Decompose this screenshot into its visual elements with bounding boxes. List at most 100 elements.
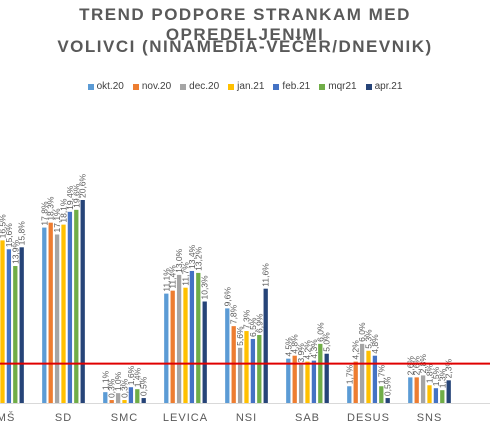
bar xyxy=(433,388,439,403)
bar xyxy=(141,398,146,403)
data-label: 13,2% xyxy=(193,246,203,271)
data-label: 1,0% xyxy=(113,371,123,391)
bar xyxy=(67,211,73,403)
data-label: 1,1% xyxy=(100,370,110,390)
bar xyxy=(359,343,365,403)
data-label: 0,5% xyxy=(139,376,149,396)
bar xyxy=(250,338,256,403)
bar xyxy=(164,293,169,403)
data-label: 4,3% xyxy=(309,339,319,359)
data-label: 13,0% xyxy=(174,248,184,273)
data-label: 5,0% xyxy=(322,332,332,352)
bar xyxy=(366,350,371,403)
bar xyxy=(408,377,413,403)
bar xyxy=(257,335,262,403)
bar xyxy=(263,288,268,403)
bar xyxy=(176,274,182,403)
data-label: 4,2% xyxy=(351,340,361,360)
bar xyxy=(379,386,384,403)
bar xyxy=(324,353,329,403)
bar xyxy=(318,343,323,403)
bar xyxy=(225,308,230,403)
bar xyxy=(19,247,24,403)
data-label: 16,5% xyxy=(0,214,8,239)
chart-subtitle: VOLIVCI (NINAMEDIA-VEČER/DNEVNIK) xyxy=(57,37,433,56)
legend-label: apr.21 xyxy=(374,81,403,92)
data-label: 11,7% xyxy=(181,262,191,286)
data-label: 1,3% xyxy=(437,368,447,388)
bar xyxy=(54,234,60,403)
legend-label: okt.20 xyxy=(96,81,124,92)
data-label: 0,3% xyxy=(107,378,117,398)
data-label: 19,6% xyxy=(71,183,81,208)
data-label: 1,5% xyxy=(431,366,441,386)
bar xyxy=(298,364,304,403)
data-label: 4,8% xyxy=(290,334,300,354)
data-label: 6,0% xyxy=(357,322,367,342)
legend-item: feb.21 xyxy=(273,81,310,92)
data-label: 2,3% xyxy=(444,359,454,379)
bar xyxy=(427,385,432,403)
legend-swatch xyxy=(180,83,187,90)
bar xyxy=(48,222,53,403)
legend-item: jan.21 xyxy=(228,81,264,92)
bar xyxy=(103,392,108,403)
bar xyxy=(244,331,249,403)
legend-swatch xyxy=(365,83,372,90)
data-label: 1,4% xyxy=(132,367,142,387)
data-label: 4,5% xyxy=(283,337,293,357)
bar xyxy=(446,380,451,403)
legend-item: okt.20 xyxy=(87,81,124,92)
data-label: 18,1% xyxy=(59,198,69,223)
data-label: 7,3% xyxy=(242,309,252,329)
bar xyxy=(61,224,66,403)
legend-label: jan.21 xyxy=(237,81,265,92)
bar xyxy=(196,272,201,403)
data-label: 1,8% xyxy=(425,363,435,383)
legend-item: apr.21 xyxy=(365,81,403,92)
data-label: 0,5% xyxy=(383,376,393,396)
bar xyxy=(122,400,127,403)
bar xyxy=(74,209,79,403)
data-label: 4,2% xyxy=(303,340,313,360)
legend-swatch xyxy=(228,83,235,90)
legend-swatch xyxy=(87,83,94,90)
legend-swatch xyxy=(132,83,139,90)
bar xyxy=(440,390,445,403)
bar xyxy=(311,360,317,403)
data-label: 10,3% xyxy=(200,275,210,300)
bar xyxy=(128,387,134,403)
bar xyxy=(170,290,175,403)
chart-title: TREND PODPORE STRANKAM MED OPREDELJENIMI xyxy=(79,5,411,44)
data-label: 4,8% xyxy=(370,334,380,354)
data-label: 1,7% xyxy=(344,364,354,384)
bar xyxy=(286,358,291,403)
bar xyxy=(189,270,195,403)
chart-legend: okt.20 nov.20 dec.20 jan.21 feb.21 mqr21 apr.2… xyxy=(0,81,490,92)
bar xyxy=(135,389,140,403)
data-label: 13,9% xyxy=(10,239,20,264)
bar xyxy=(372,355,378,403)
category-label: LMŠ xyxy=(0,411,15,424)
data-label: 6,9% xyxy=(254,313,264,333)
data-label: 11,4% xyxy=(168,265,178,289)
bar xyxy=(109,400,114,403)
bar xyxy=(292,355,297,403)
bar xyxy=(305,361,310,403)
category-label: SMC xyxy=(111,412,138,424)
category-label: DESUS xyxy=(347,412,390,424)
bar xyxy=(385,398,390,403)
bar xyxy=(6,249,12,403)
legend-swatch xyxy=(319,83,326,90)
bar xyxy=(237,347,243,403)
data-label: 5,3% xyxy=(364,329,374,349)
data-label: 7,8% xyxy=(229,304,239,324)
category-label: SNS xyxy=(417,412,443,424)
bar xyxy=(115,393,121,403)
legend-item: nov.20 xyxy=(132,81,172,92)
data-label: 6,0% xyxy=(315,322,325,342)
bar xyxy=(80,200,85,403)
legend-label: nov.20 xyxy=(141,81,172,92)
category-label: SD xyxy=(55,412,72,424)
